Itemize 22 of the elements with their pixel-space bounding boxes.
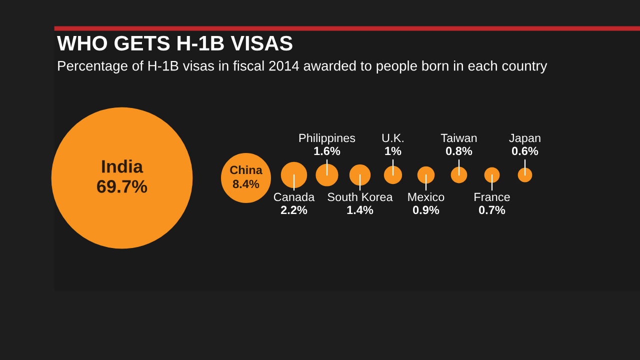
data-label: 1% [385,146,402,156]
data-label: 0.8% [446,146,472,156]
category-label: Canada [274,192,315,202]
text: WHO GETS H-1B VISAS [57,36,292,51]
category-label: Philippines [299,133,356,144]
category-label: India [102,160,144,173]
data-label: 0.9% [413,206,440,214]
category-label: Japan [509,134,540,144]
data-label: 69.7% [97,180,148,193]
category-label: Mexico [408,192,444,202]
category-label: China [230,165,262,174]
category-label: Taiwan [440,133,477,142]
data-label: 0.6% [512,146,538,156]
data-label: 2.2% [280,206,308,214]
category-label: U.K. [382,134,404,142]
data-label: 0.7% [479,206,506,214]
category-label: France [474,192,510,202]
data-label: 8.4% [232,180,260,188]
data-label: 1.6% [314,146,340,156]
data-label: 1.4% [347,206,374,214]
category-label: South Korea [328,192,393,202]
text: Percentage of H-1B visas in fiscal 2014 awarded to people born in each country [58,60,548,74]
